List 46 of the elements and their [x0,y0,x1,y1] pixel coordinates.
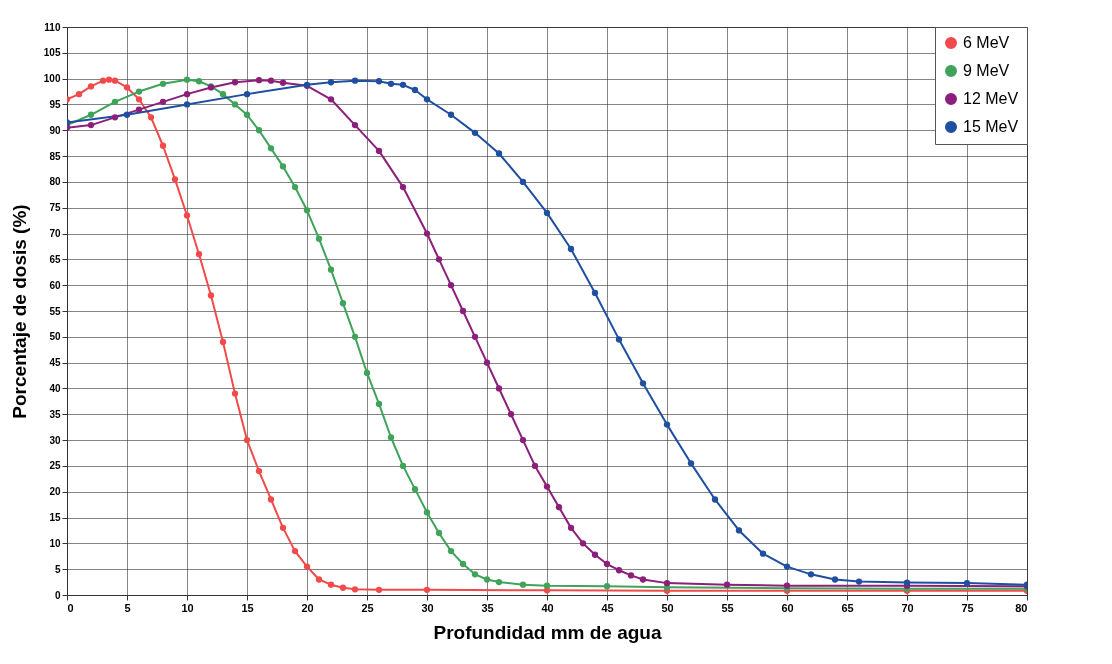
y-tick-label: 0 [54,589,61,601]
x-tick-label: 40 [541,601,554,614]
y-tick-label: 70 [49,228,61,240]
x-tick-label: 25 [361,601,374,614]
x-tick-label: 60 [781,601,794,614]
y-tick-label: 75 [49,202,61,214]
y-tick-label: 90 [49,124,61,136]
y-tick-label: 85 [49,150,61,162]
x-axis-title: Profundidad mm de agua [433,621,662,643]
legend-label: 6 MeV [963,34,1010,51]
x-tick-label: 55 [721,601,734,614]
x-tick-label: 80 [1015,601,1028,614]
y-tick-label: 95 [49,98,61,110]
y-tick-label: 5 [54,563,61,575]
y-tick-label: 40 [49,382,61,394]
x-tick-label: 65 [841,601,854,614]
x-tick-label: 15 [241,601,254,614]
y-tick-label: 25 [49,460,61,472]
y-axis-title: Porcentaje de dosis (%) [8,204,30,419]
y-tick-label: 15 [49,512,61,524]
y-tick-label: 65 [49,253,61,265]
y-tick-label: 20 [49,486,61,498]
x-tick-label: 45 [601,601,614,614]
x-tick-label: 70 [901,601,914,614]
legend-label: 9 MeV [963,62,1010,79]
y-tick-label: 80 [49,176,61,188]
x-tick-label: 10 [181,601,194,614]
x-tick-label: 5 [124,601,131,614]
y-tick-label: 50 [49,331,61,343]
y-tick-label: 60 [49,279,61,291]
x-tick-label: 30 [421,601,434,614]
x-tick-label: 35 [481,601,494,614]
y-tick-label: 105 [43,47,61,59]
y-tick-label: 10 [49,537,61,549]
x-tick-label: 75 [961,601,974,614]
y-tick-label: 110 [44,21,61,33]
y-tick-label: 55 [49,305,61,317]
y-tick-label: 30 [49,434,61,446]
legend-label: 12 MeV [963,90,1019,107]
y-tick-label: 45 [49,357,61,369]
y-tick-label: 35 [49,408,61,420]
legend-label: 15 MeV [963,118,1019,135]
x-tick-label: 0 [67,601,74,614]
y-tick-label: 100 [43,73,61,85]
x-tick-label: 20 [301,601,314,614]
x-tick-label: 50 [661,601,674,614]
